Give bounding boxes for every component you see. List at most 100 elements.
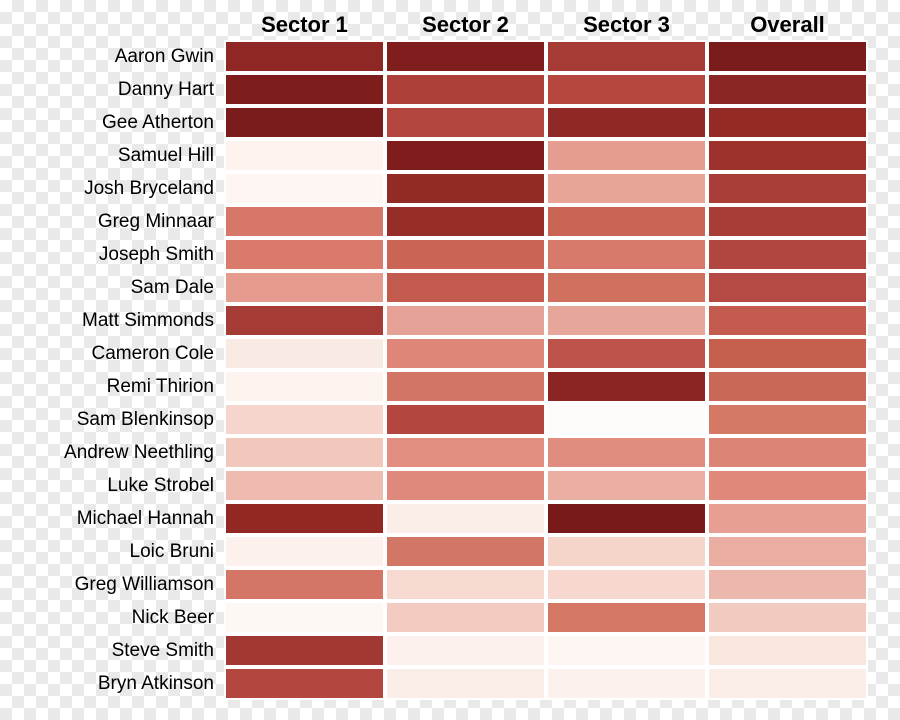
data-row: Gee Atherton [8,106,868,139]
heatmap-cell [707,568,868,601]
heatmap-cell [385,205,546,238]
heatmap-cell [546,304,707,337]
row-label: Greg Minnaar [8,205,224,238]
heatmap-cell [224,337,385,370]
heatmap-cell [385,667,546,700]
header-row: Sector 1Sector 2Sector 3Overall [8,6,868,40]
heatmap-cell [224,535,385,568]
heatmap-cell [385,601,546,634]
col-header-2: Sector 3 [546,12,707,40]
heatmap-cell [546,370,707,403]
row-label: Loic Bruni [8,535,224,568]
heatmap-cell [707,73,868,106]
heatmap-cell [224,502,385,535]
heatmap-cell [224,106,385,139]
heatmap-cell [546,568,707,601]
data-row: Michael Hannah [8,502,868,535]
row-label: Aaron Gwin [8,40,224,73]
heatmap-cell [546,106,707,139]
heatmap-cell [546,238,707,271]
heatmap-cell [385,337,546,370]
heatmap-cell [707,337,868,370]
heatmap-cell [224,172,385,205]
heatmap-cell [546,172,707,205]
row-label: Remi Thirion [8,370,224,403]
heatmap-cell [546,502,707,535]
heatmap-cell [224,73,385,106]
heatmap-cell [385,304,546,337]
heatmap-cell [707,469,868,502]
data-row: Sam Blenkinsop [8,403,868,436]
data-row: Loic Bruni [8,535,868,568]
heatmap-cell [385,40,546,73]
heatmap-cell [224,436,385,469]
data-row: Josh Bryceland [8,172,868,205]
heatmap-cell [707,502,868,535]
data-row: Steve Smith [8,634,868,667]
heatmap-cell [224,469,385,502]
data-row: Andrew Neethling [8,436,868,469]
heatmap-cell [224,139,385,172]
heatmap-cell [385,535,546,568]
heatmap-cell [707,304,868,337]
row-label: Matt Simmonds [8,304,224,337]
heatmap-cell [385,568,546,601]
heatmap-cell [707,667,868,700]
heatmap-cell [224,601,385,634]
heatmap-cell [546,436,707,469]
heatmap-cell [546,337,707,370]
row-label: Sam Dale [8,271,224,304]
row-label: Cameron Cole [8,337,224,370]
heatmap-cell [707,634,868,667]
heatmap-cell [707,40,868,73]
heatmap-cell [224,238,385,271]
heatmap-cell [707,601,868,634]
heatmap-cell [224,634,385,667]
row-label: Josh Bryceland [8,172,224,205]
heatmap-cell [224,205,385,238]
heatmap-cell [546,205,707,238]
heatmap-cell [546,403,707,436]
heatmap-cell [707,271,868,304]
heatmap-cell [385,436,546,469]
heatmap-cell [546,667,707,700]
heatmap-cell [546,634,707,667]
heatmap-cell [224,40,385,73]
col-header-3: Overall [707,12,868,40]
heatmap-cell [385,73,546,106]
heatmap-cell [385,403,546,436]
data-row: Sam Dale [8,271,868,304]
heatmap-cell [707,403,868,436]
data-row: Joseph Smith [8,238,868,271]
heatmap-cell [224,304,385,337]
data-row: Luke Strobel [8,469,868,502]
heatmap-cell [546,271,707,304]
data-row: Nick Beer [8,601,868,634]
heatmap-cell [385,238,546,271]
heatmap-cell [707,370,868,403]
heatmap-cell [546,40,707,73]
heatmap-cell [707,139,868,172]
heatmap-cell [224,568,385,601]
heatmap-cell [385,271,546,304]
data-row: Matt Simmonds [8,304,868,337]
col-header-0: Sector 1 [224,12,385,40]
data-row: Aaron Gwin [8,40,868,73]
data-row: Danny Hart [8,73,868,106]
row-label: Sam Blenkinsop [8,403,224,436]
data-row: Bryn Atkinson [8,667,868,700]
heatmap-cell [385,370,546,403]
col-header-1: Sector 2 [385,12,546,40]
row-label: Bryn Atkinson [8,667,224,700]
heatmap-cell [707,205,868,238]
heatmap-cell [707,106,868,139]
heatmap-cell [546,469,707,502]
heatmap-cell [224,370,385,403]
row-label: Michael Hannah [8,502,224,535]
heatmap-cell [224,667,385,700]
heatmap-cell [707,238,868,271]
heatmap-cell [707,436,868,469]
data-row: Greg Minnaar [8,205,868,238]
data-row: Greg Williamson [8,568,868,601]
heatmap-cell [707,535,868,568]
